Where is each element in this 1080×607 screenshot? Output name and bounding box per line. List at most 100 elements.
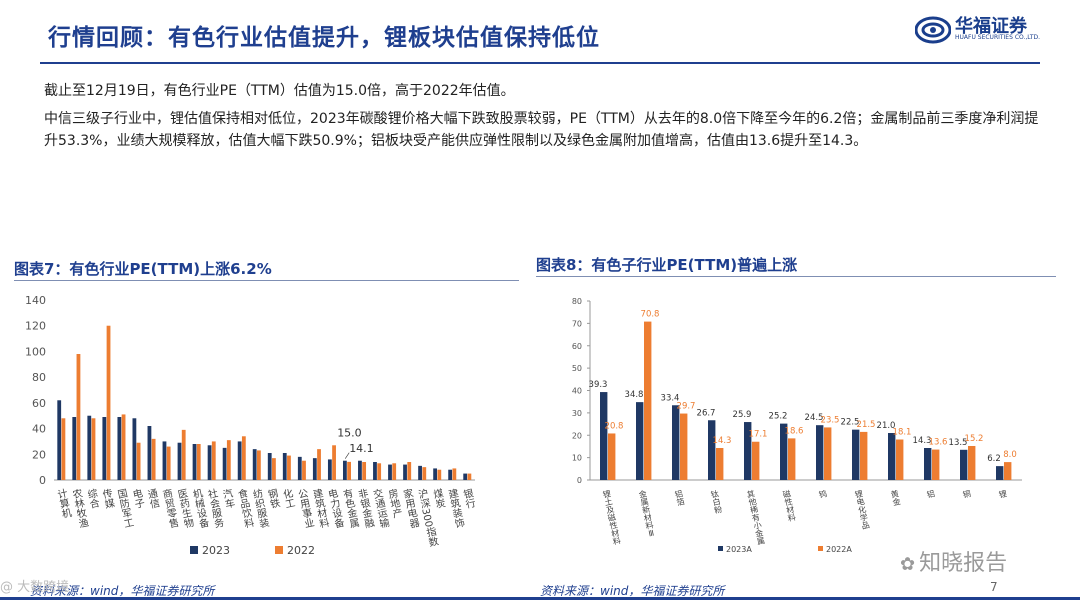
watermark-right-text: 知晓报告: [919, 551, 1008, 576]
y-tick-label: 60: [32, 397, 46, 410]
x-tick-label: 通信: [144, 487, 160, 510]
bar-2023A: [780, 423, 788, 480]
bar-2023A: [960, 449, 968, 480]
bar-2023A: [816, 425, 824, 480]
bar-2022: [106, 325, 111, 480]
summary-paragraph-2: 中信三级子行业中，锂估值保持相对低位，2023年碳酸锂价格大幅下跌致股票较弱，P…: [44, 111, 1039, 149]
y-tick-label: 20: [32, 448, 46, 461]
bar-2023A: [744, 422, 752, 480]
x-tick-label: 锂电化学品: [853, 488, 871, 531]
data-label: 6.2: [987, 454, 1001, 464]
y-tick-label: 0: [39, 474, 46, 487]
bar-2023: [312, 458, 317, 480]
x-tick-label: 传媒: [99, 487, 115, 510]
header-divider: [40, 62, 1040, 64]
bar-2023: [102, 417, 107, 480]
y-tick-label: 140: [25, 294, 46, 307]
x-tick-label: 钛白粉: [709, 488, 723, 515]
bar-2023: [463, 473, 468, 480]
y-tick-label: 80: [32, 371, 46, 384]
bar-2023: [297, 456, 302, 480]
x-tick-label: 铝箔: [673, 488, 686, 507]
bar-2022A: [716, 448, 724, 480]
data-label: 21.0: [877, 421, 896, 431]
bar-2022: [226, 440, 231, 480]
bar-2023: [448, 469, 453, 480]
data-label: 70.8: [641, 310, 660, 320]
legend-label: 2023A: [726, 545, 752, 554]
y-tick-label: 10: [572, 454, 582, 463]
x-tick-label: 化工: [279, 486, 295, 509]
bar-2022A: [644, 321, 652, 480]
bar-2022: [437, 469, 442, 480]
figure-8-chart: 0 10 20 30 40 50 60 70 80 39.3 20.8 锂土及磁性材料 34.8 70.8…: [572, 297, 1022, 554]
bar-2023: [117, 417, 122, 480]
x-tick-label: 钨: [817, 488, 828, 500]
bar-2022: [136, 442, 141, 480]
bar-2023: [237, 441, 242, 480]
bar-2022: [151, 438, 156, 480]
figure-8-source: 资料来源：wind，华福证券研究所: [540, 584, 725, 598]
y-tick-label: 80: [572, 297, 582, 306]
x-tick-label: 磁性材料: [781, 488, 797, 523]
figure-7-divider: [14, 280, 519, 281]
figure-7-title: 图表7：有色行业PE(TTM)上涨6.2%: [14, 260, 272, 278]
data-label: 21.5: [857, 420, 876, 430]
bar-2022A: [1004, 462, 1012, 480]
bar-2022: [407, 462, 412, 480]
bar-2023: [373, 462, 377, 480]
figure-7-source: 资料来源：wind，华福证券研究所: [30, 584, 215, 598]
bar-2022: [272, 458, 276, 480]
y-tick-label: 0: [577, 476, 582, 485]
figure-8-divider: [536, 276, 1056, 277]
bar-2023: [267, 453, 272, 480]
x-tick-label: 铜: [961, 488, 972, 500]
leader-line: [344, 452, 350, 459]
bar-2022A: [968, 445, 976, 480]
legend-swatch: [275, 546, 283, 554]
watermark-right: ✿ 知晓报告: [900, 545, 1007, 577]
y-tick-label: 40: [572, 387, 582, 396]
bar-2022A: [860, 431, 868, 480]
bar-2022: [61, 418, 66, 480]
page-number: 7: [990, 580, 998, 594]
bar-2023A: [636, 402, 644, 480]
data-label: 22.5: [841, 418, 860, 428]
data-label: 18.1: [893, 428, 912, 438]
y-tick-label: 50: [572, 364, 582, 373]
bar-2022: [256, 450, 261, 480]
bar-2022A: [680, 413, 688, 480]
bar-2023A: [852, 429, 860, 480]
data-label: 25.2: [769, 412, 788, 422]
y-tick-label: 70: [572, 319, 582, 328]
bar-2023: [403, 464, 407, 480]
bar-2023: [433, 468, 438, 480]
y-tick-label: 30: [572, 409, 582, 418]
bar-2023: [327, 459, 332, 480]
data-label: 33.4: [661, 393, 680, 403]
logo-subtitle: HUAFU SECURITIES CO.,LTD.: [955, 34, 1041, 41]
x-tick-label: 煤炭: [430, 486, 446, 510]
bar-2023: [388, 464, 392, 480]
bar-2022A: [752, 441, 760, 480]
bar-2023: [252, 449, 257, 480]
bar-2022: [241, 436, 246, 480]
y-tick-label: 40: [32, 423, 46, 436]
wechat-icon: ✿: [900, 554, 916, 575]
x-tick-label: 金属新材料Ⅲ: [637, 488, 656, 539]
x-tick-label: 电子: [129, 486, 145, 509]
data-label: 25.9: [733, 410, 752, 420]
data-label: 18.6: [785, 426, 804, 436]
x-tick-label: 锂土及磁性材料: [601, 488, 622, 547]
x-tick-label: 其他稀有小金属: [746, 489, 767, 547]
bar-2022: [452, 468, 457, 480]
bar-2022: [196, 444, 201, 480]
data-label: 14.1: [349, 442, 374, 455]
bar-2022A: [608, 433, 616, 480]
bar-2023: [192, 444, 197, 480]
bar-2022: [121, 414, 126, 480]
data-label: 20.8: [605, 421, 624, 431]
data-label: 34.8: [625, 390, 644, 400]
data-label: 24.5: [805, 413, 824, 423]
bar-2022: [392, 463, 397, 480]
